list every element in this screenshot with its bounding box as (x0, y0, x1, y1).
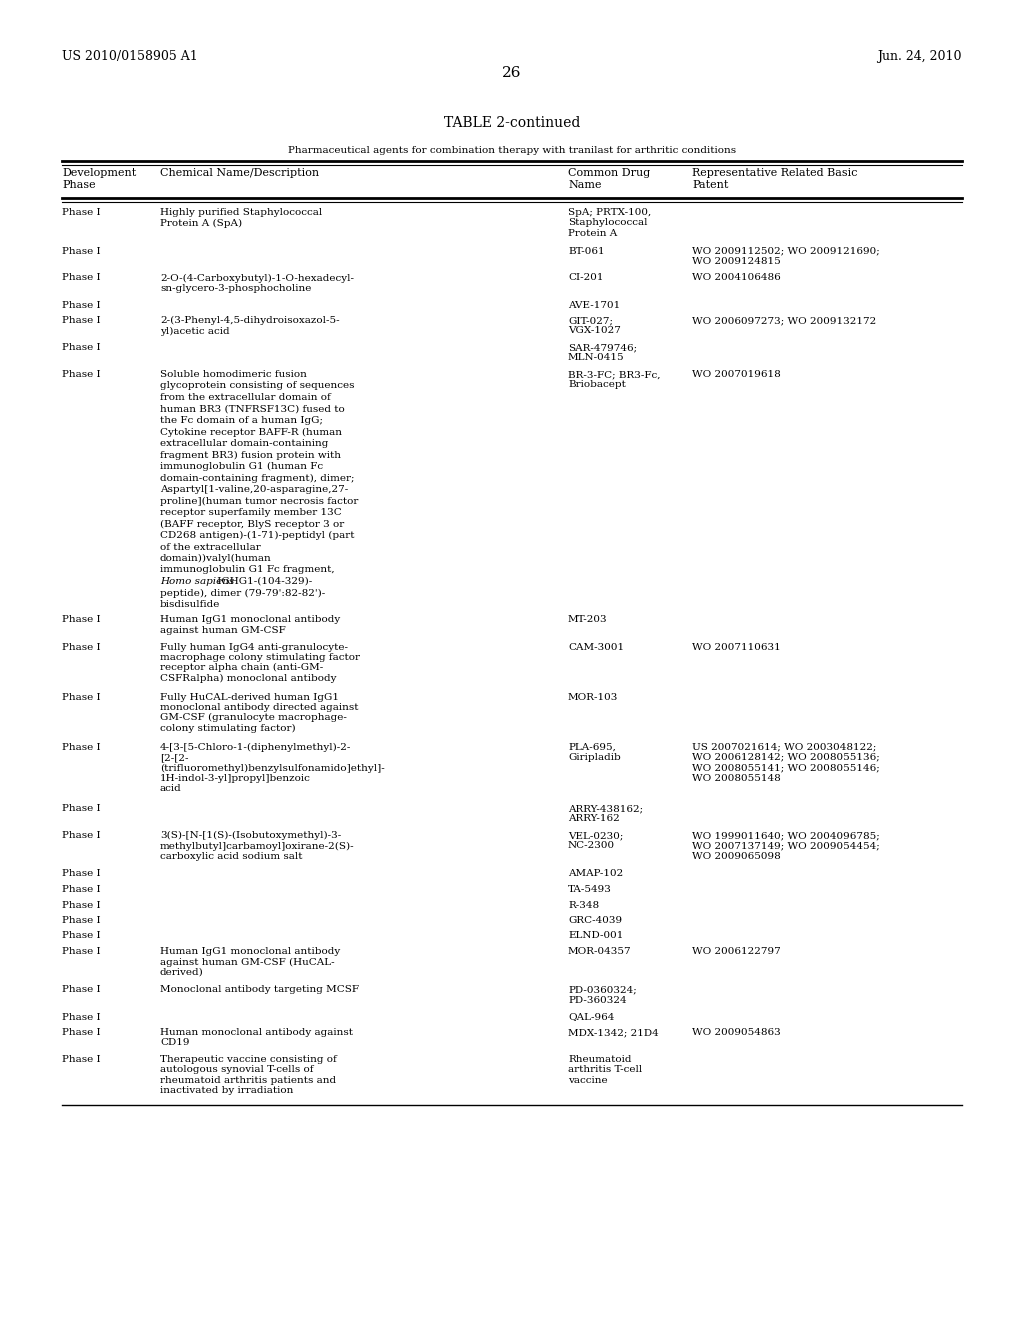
Text: Human monoclonal antibody against
CD19: Human monoclonal antibody against CD19 (160, 1028, 353, 1047)
Text: Phase I: Phase I (62, 1012, 100, 1022)
Text: AVE-1701: AVE-1701 (568, 301, 621, 309)
Text: MDX-1342; 21D4: MDX-1342; 21D4 (568, 1028, 658, 1038)
Text: WO 2009054863: WO 2009054863 (692, 1028, 780, 1038)
Text: Highly purified Staphylococcal
Protein A (SpA): Highly purified Staphylococcal Protein A… (160, 209, 323, 227)
Text: Rheumatoid
arthritis T-cell
vaccine: Rheumatoid arthritis T-cell vaccine (568, 1055, 642, 1085)
Text: WO 2006122797: WO 2006122797 (692, 946, 780, 956)
Text: from the extracellular domain of: from the extracellular domain of (160, 393, 331, 403)
Text: WO 2007110631: WO 2007110631 (692, 643, 780, 652)
Text: QAL-964: QAL-964 (568, 1012, 614, 1022)
Text: PD-0360324;
PD-360324: PD-0360324; PD-360324 (568, 986, 637, 1005)
Text: CAM-3001: CAM-3001 (568, 643, 624, 652)
Text: Jun. 24, 2010: Jun. 24, 2010 (878, 50, 962, 63)
Text: TABLE 2-continued: TABLE 2-continued (443, 116, 581, 129)
Text: Phase I: Phase I (62, 315, 100, 325)
Text: fragment BR3) fusion protein with: fragment BR3) fusion protein with (160, 450, 341, 459)
Text: 3(S)-[N-[1(S)-(Isobutoxymethyl)-3-
methylbutyl]carbamoyl]oxirane-2(S)-
carboxyli: 3(S)-[N-[1(S)-(Isobutoxymethyl)-3- methy… (160, 832, 354, 861)
Text: Development
Phase: Development Phase (62, 168, 136, 190)
Text: Representative Related Basic
Patent: Representative Related Basic Patent (692, 168, 857, 190)
Text: human BR3 (TNFRSF13C) fused to: human BR3 (TNFRSF13C) fused to (160, 404, 345, 413)
Text: Phase I: Phase I (62, 247, 100, 256)
Text: CD268 antigen)-(1-71)-peptidyl (part: CD268 antigen)-(1-71)-peptidyl (part (160, 531, 354, 540)
Text: Phase I: Phase I (62, 900, 100, 909)
Text: Phase I: Phase I (62, 932, 100, 940)
Text: WO 2009112502; WO 2009121690;
WO 2009124815: WO 2009112502; WO 2009121690; WO 2009124… (692, 247, 880, 265)
Text: Human IgG1 monoclonal antibody
against human GM-CSF (HuCAL-
derived): Human IgG1 monoclonal antibody against h… (160, 946, 340, 977)
Text: 2-(3-Phenyl-4,5-dihydroisoxazol-5-
yl)acetic acid: 2-(3-Phenyl-4,5-dihydroisoxazol-5- yl)ac… (160, 315, 340, 335)
Text: TA-5493: TA-5493 (568, 884, 612, 894)
Text: 2-O-(4-Carboxybutyl)-1-O-hexadecyl-
sn-glycero-3-phosphocholine: 2-O-(4-Carboxybutyl)-1-O-hexadecyl- sn-g… (160, 273, 354, 293)
Text: Phase I: Phase I (62, 1028, 100, 1038)
Text: peptide), dimer (79-79':82-82')-: peptide), dimer (79-79':82-82')- (160, 589, 326, 598)
Text: Phase I: Phase I (62, 301, 100, 309)
Text: extracellular domain-containing: extracellular domain-containing (160, 440, 329, 447)
Text: the Fc domain of a human IgG;: the Fc domain of a human IgG; (160, 416, 323, 425)
Text: proline](human tumor necrosis factor: proline](human tumor necrosis factor (160, 496, 358, 506)
Text: US 2007021614; WO 2003048122;
WO 2006128142; WO 2008055136;
WO 2008055141; WO 20: US 2007021614; WO 2003048122; WO 2006128… (692, 742, 880, 783)
Text: Chemical Name/Description: Chemical Name/Description (160, 168, 319, 178)
Text: BT-061: BT-061 (568, 247, 604, 256)
Text: MT-203: MT-203 (568, 615, 607, 624)
Text: Phase I: Phase I (62, 742, 100, 751)
Text: Soluble homodimeric fusion: Soluble homodimeric fusion (160, 370, 307, 379)
Text: CI-201: CI-201 (568, 273, 603, 282)
Text: Phase I: Phase I (62, 832, 100, 840)
Text: 26: 26 (502, 66, 522, 81)
Text: Phase I: Phase I (62, 370, 100, 379)
Text: US 2010/0158905 A1: US 2010/0158905 A1 (62, 50, 198, 63)
Text: Homo sapiens: Homo sapiens (160, 577, 234, 586)
Text: Monoclonal antibody targeting MCSF: Monoclonal antibody targeting MCSF (160, 986, 359, 994)
Text: Phase I: Phase I (62, 615, 100, 624)
Text: Human IgG1 monoclonal antibody
against human GM-CSF: Human IgG1 monoclonal antibody against h… (160, 615, 340, 635)
Text: WO 1999011640; WO 2004096785;
WO 2007137149; WO 2009054454;
WO 2009065098: WO 1999011640; WO 2004096785; WO 2007137… (692, 832, 880, 861)
Text: Phase I: Phase I (62, 884, 100, 894)
Text: PLA-695,
Giripladib: PLA-695, Giripladib (568, 742, 621, 762)
Text: WO 2006097273; WO 2009132172: WO 2006097273; WO 2009132172 (692, 315, 877, 325)
Text: VEL-0230;
NC-2300: VEL-0230; NC-2300 (568, 832, 624, 850)
Text: immunoglobulin G1 Fc fragment,: immunoglobulin G1 Fc fragment, (160, 565, 335, 574)
Text: SAR-479746;
MLN-0415: SAR-479746; MLN-0415 (568, 343, 637, 363)
Text: receptor superfamily member 13C: receptor superfamily member 13C (160, 508, 342, 517)
Text: Phase I: Phase I (62, 643, 100, 652)
Text: bisdisulfide: bisdisulfide (160, 601, 220, 609)
Text: Cytokine receptor BAFF-R (human: Cytokine receptor BAFF-R (human (160, 428, 342, 437)
Text: domain))valyl(human: domain))valyl(human (160, 554, 271, 564)
Text: WO 2007019618: WO 2007019618 (692, 370, 780, 379)
Text: MOR-103: MOR-103 (568, 693, 618, 701)
Text: GRC-4039: GRC-4039 (568, 916, 623, 925)
Text: 4-[3-[5-Chloro-1-(diphenylmethyl)-2-
[2-[2-
(trifluoromethyl)benzylsulfonamido]e: 4-[3-[5-Chloro-1-(diphenylmethyl)-2- [2-… (160, 742, 385, 793)
Text: Phase I: Phase I (62, 209, 100, 216)
Text: Phase I: Phase I (62, 946, 100, 956)
Text: glycoprotein consisting of sequences: glycoprotein consisting of sequences (160, 381, 354, 391)
Text: domain-containing fragment), dimer;: domain-containing fragment), dimer; (160, 474, 354, 483)
Text: Phase I: Phase I (62, 1055, 100, 1064)
Text: immunoglobulin G1 (human Fc: immunoglobulin G1 (human Fc (160, 462, 324, 471)
Text: Aspartyl[1-valine,20-asparagine,27-: Aspartyl[1-valine,20-asparagine,27- (160, 484, 348, 494)
Text: ELND-001: ELND-001 (568, 932, 624, 940)
Text: WO 2004106486: WO 2004106486 (692, 273, 780, 282)
Text: Phase I: Phase I (62, 804, 100, 813)
Text: MOR-04357: MOR-04357 (568, 946, 632, 956)
Text: Phase I: Phase I (62, 693, 100, 701)
Text: BR-3-FC; BR3-Fc,
Briobacept: BR-3-FC; BR3-Fc, Briobacept (568, 370, 660, 389)
Text: Pharmaceutical agents for combination therapy with tranilast for arthritic condi: Pharmaceutical agents for combination th… (288, 147, 736, 154)
Text: of the extracellular: of the extracellular (160, 543, 261, 552)
Text: Fully human IgG4 anti-granulocyte-
macrophage colony stimulating factor
receptor: Fully human IgG4 anti-granulocyte- macro… (160, 643, 360, 682)
Text: Phase I: Phase I (62, 273, 100, 282)
Text: Common Drug
Name: Common Drug Name (568, 168, 650, 190)
Text: AMAP-102: AMAP-102 (568, 870, 624, 879)
Text: Fully HuCAL-derived human IgG1
monoclonal antibody directed against
GM-CSF (gran: Fully HuCAL-derived human IgG1 monoclona… (160, 693, 358, 733)
Text: Therapeutic vaccine consisting of
autologous synovial T-cells of
rheumatoid arth: Therapeutic vaccine consisting of autolo… (160, 1055, 337, 1096)
Text: Phase I: Phase I (62, 916, 100, 925)
Text: Phase I: Phase I (62, 870, 100, 879)
Text: R-348: R-348 (568, 900, 599, 909)
Text: Phase I: Phase I (62, 986, 100, 994)
Text: IGHG1-(104-329)-: IGHG1-(104-329)- (214, 577, 312, 586)
Text: SpA; PRTX-100,
Staphylococcal
Protein A: SpA; PRTX-100, Staphylococcal Protein A (568, 209, 651, 238)
Text: Phase I: Phase I (62, 343, 100, 352)
Text: ARRY-438162;
ARRY-162: ARRY-438162; ARRY-162 (568, 804, 643, 824)
Text: GIT-027;
VGX-1027: GIT-027; VGX-1027 (568, 315, 621, 335)
Text: (BAFF receptor, BlyS receptor 3 or: (BAFF receptor, BlyS receptor 3 or (160, 520, 344, 528)
